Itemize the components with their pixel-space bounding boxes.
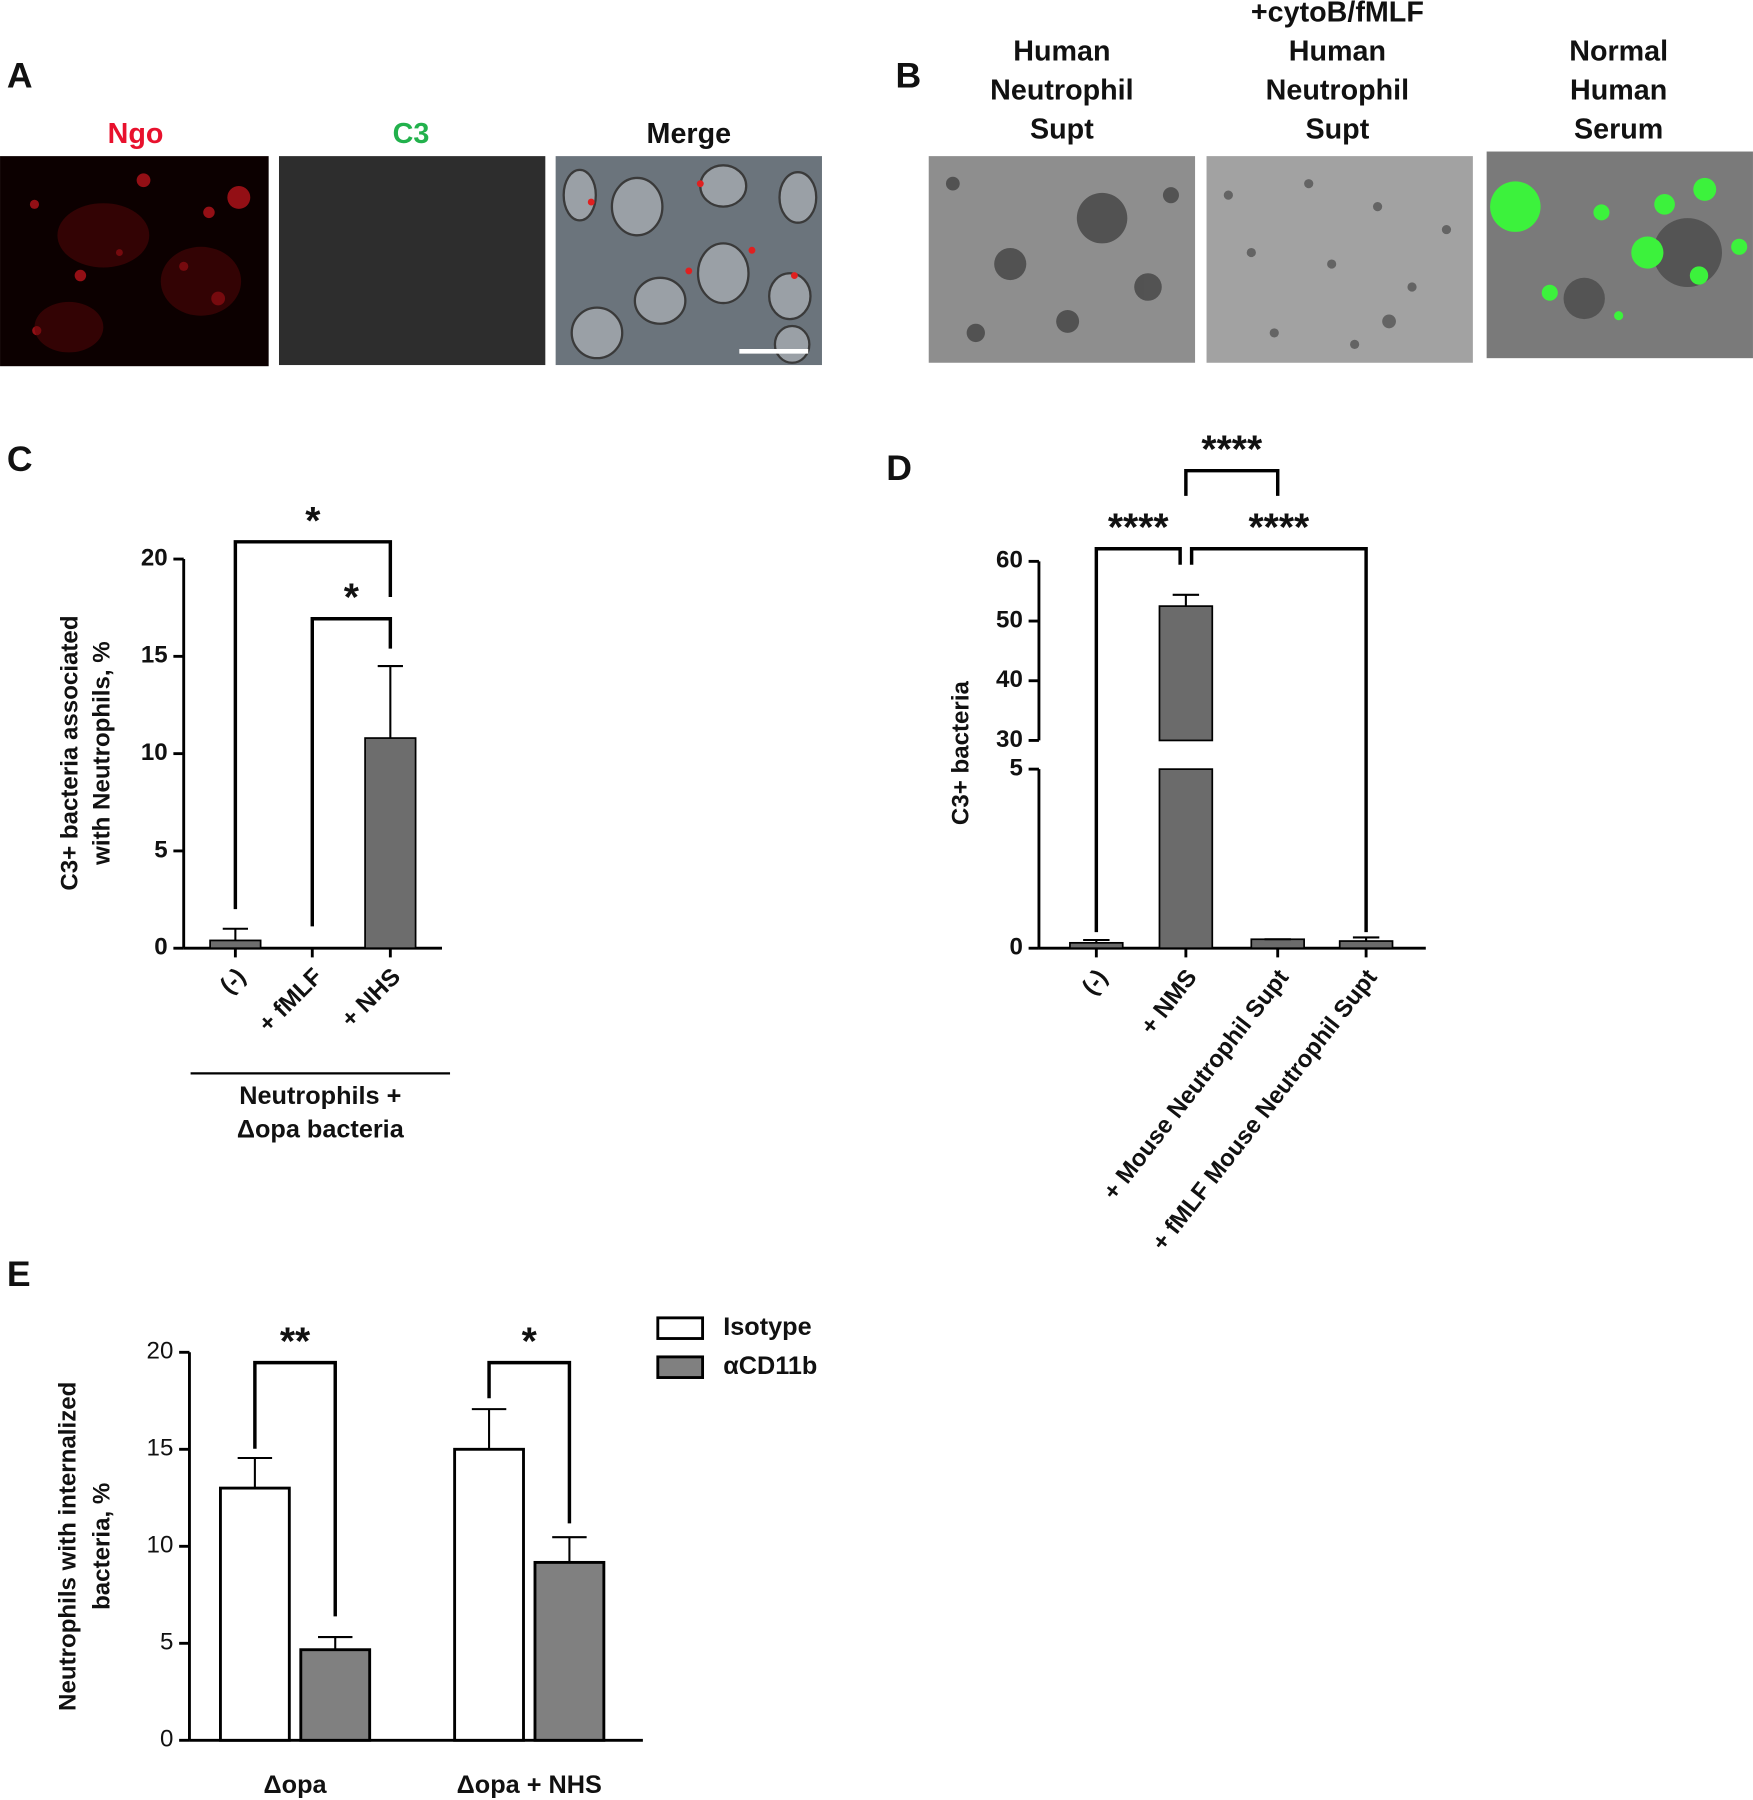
- micrograph: [555, 156, 822, 366]
- micrograph: [1206, 156, 1473, 363]
- panel-label: C: [7, 439, 33, 479]
- significance-label: *: [305, 500, 321, 543]
- image-title-line: Neutrophil: [990, 74, 1133, 106]
- group-label: Neutrophils +: [239, 1082, 401, 1110]
- error-bar: [377, 665, 403, 739]
- image-title-line: Human: [1289, 35, 1386, 67]
- y-tick-label: 20: [147, 1338, 174, 1365]
- bar: [1069, 941, 1124, 950]
- y-tick-label: 50: [996, 606, 1023, 633]
- image-title-line: +cytoB/fMLF: [1251, 0, 1424, 28]
- y-axis-title: C3+ bacteria: [947, 680, 974, 825]
- image-title: Human Neutrophil Supt +cytoB/fMLF Human …: [990, 0, 1668, 145]
- x-tick-label: + fMLF: [253, 963, 327, 1037]
- x-tick-label: (-): [215, 963, 251, 999]
- y-tick-label: 5: [160, 1629, 173, 1656]
- y-tick-label: 0: [154, 934, 167, 961]
- bar: [219, 1486, 291, 1742]
- x-tick-label: Δopa: [264, 1771, 328, 1799]
- x-tick-label: Δopa + NHS: [457, 1771, 602, 1799]
- significance-label: ****: [1108, 507, 1170, 550]
- panel-label: D: [886, 448, 912, 488]
- y-tick-label: 10: [141, 739, 168, 766]
- error-bar: [552, 1536, 587, 1563]
- x-tick-label: + NHS: [336, 963, 406, 1033]
- micrograph: [928, 156, 1196, 363]
- significance-label: ****: [1201, 429, 1263, 472]
- y-tick-label: 10: [147, 1532, 174, 1559]
- bar: [533, 1560, 606, 1742]
- image-title-line: Supt: [1306, 113, 1370, 145]
- image-title-line: Normal: [1569, 35, 1668, 67]
- error-bar: [237, 1456, 273, 1489]
- y-tick-label: 15: [147, 1435, 174, 1462]
- bar: [1158, 768, 1214, 950]
- image-title: Ngo: [108, 118, 164, 150]
- panel-label: A: [7, 55, 33, 95]
- significance-bracket: [310, 617, 393, 927]
- image-title-line: Serum: [1574, 113, 1663, 145]
- bar: [364, 737, 417, 950]
- error-bar: [318, 1636, 353, 1650]
- y-axis-title: bacteria, %: [89, 1483, 116, 1610]
- image-title-line: Human: [1570, 74, 1667, 106]
- significance-label: *: [522, 1321, 538, 1364]
- group-label: Δopa bacteria: [237, 1115, 405, 1143]
- bar: [299, 1648, 372, 1742]
- image-title: C3: [393, 118, 430, 150]
- legend-label: αCD11b: [723, 1352, 817, 1380]
- panel-label: E: [7, 1254, 31, 1294]
- x-tick-label: (-): [1077, 964, 1113, 1000]
- y-tick-label: 0: [160, 1726, 173, 1753]
- error-bar: [1172, 593, 1200, 607]
- y-tick-label: 30: [996, 726, 1023, 753]
- legend-swatch: [656, 1316, 705, 1340]
- y-tick-label: 5: [154, 836, 167, 863]
- bar: [1250, 938, 1305, 950]
- micrograph: [278, 156, 546, 366]
- error-bar: [1083, 938, 1110, 943]
- bar: [1158, 605, 1214, 742]
- y-tick-label: 5: [1009, 754, 1022, 781]
- y-tick-label: 20: [141, 544, 168, 571]
- y-tick-label: 0: [1009, 934, 1022, 961]
- error-bar: [222, 927, 248, 941]
- significance-bracket: [487, 1360, 572, 1524]
- bar: [1338, 940, 1394, 950]
- y-tick-label: 60: [996, 547, 1023, 574]
- bar: [209, 939, 262, 950]
- y-axis-title: with Neutrophils, %: [89, 641, 116, 866]
- significance-label: ****: [1248, 507, 1310, 550]
- significance-label: **: [280, 1321, 311, 1364]
- y-tick-label: 15: [141, 642, 168, 669]
- image-title-line: Neutrophil: [1266, 74, 1409, 106]
- y-tick-label: 40: [996, 666, 1023, 693]
- legend-swatch: [656, 1355, 705, 1379]
- significance-bracket: [1094, 547, 1182, 933]
- micrograph: [0, 156, 269, 367]
- bar: [453, 1447, 525, 1742]
- y-axis-title: Neutrophils with internalized: [54, 1382, 81, 1711]
- x-tick-label: + NMS: [1135, 964, 1202, 1039]
- legend-label: Isotype: [723, 1313, 811, 1341]
- image-title: Merge: [647, 118, 732, 150]
- error-bar: [471, 1408, 507, 1450]
- x-tick-label: + Mouse Neutrophil Supt: [1098, 964, 1294, 1205]
- image-title-line: Supt: [1030, 113, 1094, 145]
- error-bar: [1352, 936, 1380, 942]
- significance-bracket: [1189, 547, 1368, 933]
- micrograph: [1486, 151, 1753, 359]
- significance-label: *: [344, 577, 360, 620]
- panel-label: B: [895, 55, 921, 95]
- significance-bracket: [233, 540, 393, 910]
- y-axis-title: C3+ bacteria associated: [57, 615, 84, 890]
- image-title-line: Human: [1013, 35, 1110, 67]
- significance-bracket: [1184, 468, 1280, 496]
- significance-bracket: [253, 1360, 337, 1617]
